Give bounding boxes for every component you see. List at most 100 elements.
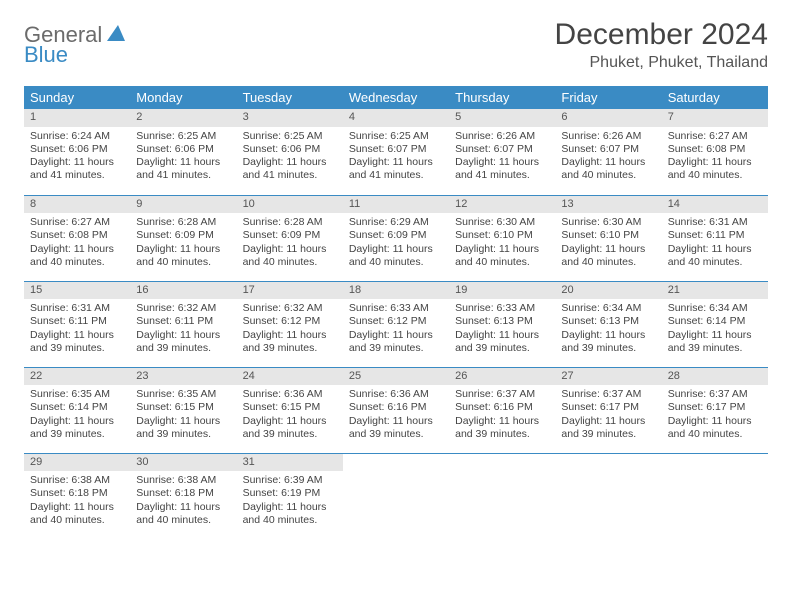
sunset-line: Sunset: 6:09 PM <box>136 229 230 242</box>
daylight-line: Daylight: 11 hours and 40 minutes. <box>455 243 549 269</box>
sunrise-line: Sunrise: 6:37 AM <box>455 388 549 401</box>
sunrise-line: Sunrise: 6:31 AM <box>30 302 124 315</box>
calendar-cell: 7Sunrise: 6:27 AMSunset: 6:08 PMDaylight… <box>662 109 768 195</box>
calendar-cell: 28Sunrise: 6:37 AMSunset: 6:17 PMDayligh… <box>662 367 768 453</box>
day-body: Sunrise: 6:36 AMSunset: 6:15 PMDaylight:… <box>237 385 343 445</box>
calendar-cell: 18Sunrise: 6:33 AMSunset: 6:12 PMDayligh… <box>343 281 449 367</box>
sunset-line: Sunset: 6:16 PM <box>455 401 549 414</box>
calendar-cell: 15Sunrise: 6:31 AMSunset: 6:11 PMDayligh… <box>24 281 130 367</box>
day-number: 2 <box>130 109 236 127</box>
day-number: 30 <box>130 454 236 472</box>
sunset-line: Sunset: 6:19 PM <box>243 487 337 500</box>
weekday-header: Friday <box>555 86 661 109</box>
calendar-cell: 16Sunrise: 6:32 AMSunset: 6:11 PMDayligh… <box>130 281 236 367</box>
calendar-cell: 12Sunrise: 6:30 AMSunset: 6:10 PMDayligh… <box>449 195 555 281</box>
sunrise-line: Sunrise: 6:25 AM <box>243 130 337 143</box>
sunrise-line: Sunrise: 6:33 AM <box>349 302 443 315</box>
sunrise-line: Sunrise: 6:30 AM <box>455 216 549 229</box>
sunrise-line: Sunrise: 6:34 AM <box>561 302 655 315</box>
calendar-row: 8Sunrise: 6:27 AMSunset: 6:08 PMDaylight… <box>24 195 768 281</box>
day-number: 18 <box>343 282 449 300</box>
sunrise-line: Sunrise: 6:36 AM <box>243 388 337 401</box>
calendar-cell: 27Sunrise: 6:37 AMSunset: 6:17 PMDayligh… <box>555 367 661 453</box>
sunset-line: Sunset: 6:07 PM <box>561 143 655 156</box>
sunset-line: Sunset: 6:12 PM <box>243 315 337 328</box>
calendar-cell: . <box>343 453 449 539</box>
sunrise-line: Sunrise: 6:37 AM <box>668 388 762 401</box>
sunset-line: Sunset: 6:16 PM <box>349 401 443 414</box>
day-number: 7 <box>662 109 768 127</box>
daylight-line: Daylight: 11 hours and 41 minutes. <box>455 156 549 182</box>
logo-sail-icon <box>106 24 126 47</box>
sunrise-line: Sunrise: 6:39 AM <box>243 474 337 487</box>
calendar-row: 29Sunrise: 6:38 AMSunset: 6:18 PMDayligh… <box>24 453 768 539</box>
calendar-cell: 8Sunrise: 6:27 AMSunset: 6:08 PMDaylight… <box>24 195 130 281</box>
calendar-cell: 11Sunrise: 6:29 AMSunset: 6:09 PMDayligh… <box>343 195 449 281</box>
day-body: Sunrise: 6:28 AMSunset: 6:09 PMDaylight:… <box>130 213 236 273</box>
daylight-line: Daylight: 11 hours and 39 minutes. <box>668 329 762 355</box>
sunrise-line: Sunrise: 6:38 AM <box>30 474 124 487</box>
sunset-line: Sunset: 6:14 PM <box>668 315 762 328</box>
calendar-cell: 21Sunrise: 6:34 AMSunset: 6:14 PMDayligh… <box>662 281 768 367</box>
weekday-header: Sunday <box>24 86 130 109</box>
day-body: Sunrise: 6:35 AMSunset: 6:15 PMDaylight:… <box>130 385 236 445</box>
calendar-cell: 13Sunrise: 6:30 AMSunset: 6:10 PMDayligh… <box>555 195 661 281</box>
daylight-line: Daylight: 11 hours and 40 minutes. <box>561 156 655 182</box>
daylight-line: Daylight: 11 hours and 40 minutes. <box>668 156 762 182</box>
sunrise-line: Sunrise: 6:24 AM <box>30 130 124 143</box>
calendar-body: 1Sunrise: 6:24 AMSunset: 6:06 PMDaylight… <box>24 109 768 539</box>
sunrise-line: Sunrise: 6:25 AM <box>136 130 230 143</box>
weekday-header-row: SundayMondayTuesdayWednesdayThursdayFrid… <box>24 86 768 109</box>
calendar-cell: 4Sunrise: 6:25 AMSunset: 6:07 PMDaylight… <box>343 109 449 195</box>
sunset-line: Sunset: 6:18 PM <box>30 487 124 500</box>
location: Phuket, Phuket, Thailand <box>555 54 768 72</box>
day-number: 22 <box>24 368 130 386</box>
sunrise-line: Sunrise: 6:25 AM <box>349 130 443 143</box>
calendar-cell: 17Sunrise: 6:32 AMSunset: 6:12 PMDayligh… <box>237 281 343 367</box>
sunset-line: Sunset: 6:15 PM <box>243 401 337 414</box>
sunset-line: Sunset: 6:17 PM <box>561 401 655 414</box>
day-number: 5 <box>449 109 555 127</box>
day-body: Sunrise: 6:35 AMSunset: 6:14 PMDaylight:… <box>24 385 130 445</box>
title-block: December 2024 Phuket, Phuket, Thailand <box>555 18 768 72</box>
day-body: Sunrise: 6:25 AMSunset: 6:07 PMDaylight:… <box>343 127 449 187</box>
sunset-line: Sunset: 6:14 PM <box>30 401 124 414</box>
calendar-cell: 5Sunrise: 6:26 AMSunset: 6:07 PMDaylight… <box>449 109 555 195</box>
calendar-cell: 23Sunrise: 6:35 AMSunset: 6:15 PMDayligh… <box>130 367 236 453</box>
calendar-cell: 20Sunrise: 6:34 AMSunset: 6:13 PMDayligh… <box>555 281 661 367</box>
sunrise-line: Sunrise: 6:30 AM <box>561 216 655 229</box>
day-body: Sunrise: 6:26 AMSunset: 6:07 PMDaylight:… <box>555 127 661 187</box>
sunset-line: Sunset: 6:06 PM <box>136 143 230 156</box>
calendar-row: 1Sunrise: 6:24 AMSunset: 6:06 PMDaylight… <box>24 109 768 195</box>
day-body: Sunrise: 6:38 AMSunset: 6:18 PMDaylight:… <box>24 471 130 531</box>
day-number: 17 <box>237 282 343 300</box>
daylight-line: Daylight: 11 hours and 40 minutes. <box>30 501 124 527</box>
sunset-line: Sunset: 6:08 PM <box>30 229 124 242</box>
sunrise-line: Sunrise: 6:38 AM <box>136 474 230 487</box>
calendar-cell: 14Sunrise: 6:31 AMSunset: 6:11 PMDayligh… <box>662 195 768 281</box>
daylight-line: Daylight: 11 hours and 39 minutes. <box>30 415 124 441</box>
sunset-line: Sunset: 6:09 PM <box>243 229 337 242</box>
calendar-cell: 30Sunrise: 6:38 AMSunset: 6:18 PMDayligh… <box>130 453 236 539</box>
day-body: Sunrise: 6:37 AMSunset: 6:17 PMDaylight:… <box>555 385 661 445</box>
day-body: Sunrise: 6:24 AMSunset: 6:06 PMDaylight:… <box>24 127 130 187</box>
day-body: Sunrise: 6:29 AMSunset: 6:09 PMDaylight:… <box>343 213 449 273</box>
weekday-header: Thursday <box>449 86 555 109</box>
sunset-line: Sunset: 6:18 PM <box>136 487 230 500</box>
daylight-line: Daylight: 11 hours and 39 minutes. <box>349 329 443 355</box>
calendar-cell: 25Sunrise: 6:36 AMSunset: 6:16 PMDayligh… <box>343 367 449 453</box>
day-body: Sunrise: 6:32 AMSunset: 6:12 PMDaylight:… <box>237 299 343 359</box>
daylight-line: Daylight: 11 hours and 41 minutes. <box>243 156 337 182</box>
sunset-line: Sunset: 6:07 PM <box>349 143 443 156</box>
weekday-header: Wednesday <box>343 86 449 109</box>
sunrise-line: Sunrise: 6:36 AM <box>349 388 443 401</box>
calendar-cell: 26Sunrise: 6:37 AMSunset: 6:16 PMDayligh… <box>449 367 555 453</box>
daylight-line: Daylight: 11 hours and 39 minutes. <box>136 415 230 441</box>
calendar-cell: . <box>449 453 555 539</box>
sunrise-line: Sunrise: 6:32 AM <box>243 302 337 315</box>
sunrise-line: Sunrise: 6:33 AM <box>455 302 549 315</box>
day-number: 4 <box>343 109 449 127</box>
day-body: Sunrise: 6:38 AMSunset: 6:18 PMDaylight:… <box>130 471 236 531</box>
daylight-line: Daylight: 11 hours and 40 minutes. <box>243 243 337 269</box>
day-body: Sunrise: 6:31 AMSunset: 6:11 PMDaylight:… <box>24 299 130 359</box>
